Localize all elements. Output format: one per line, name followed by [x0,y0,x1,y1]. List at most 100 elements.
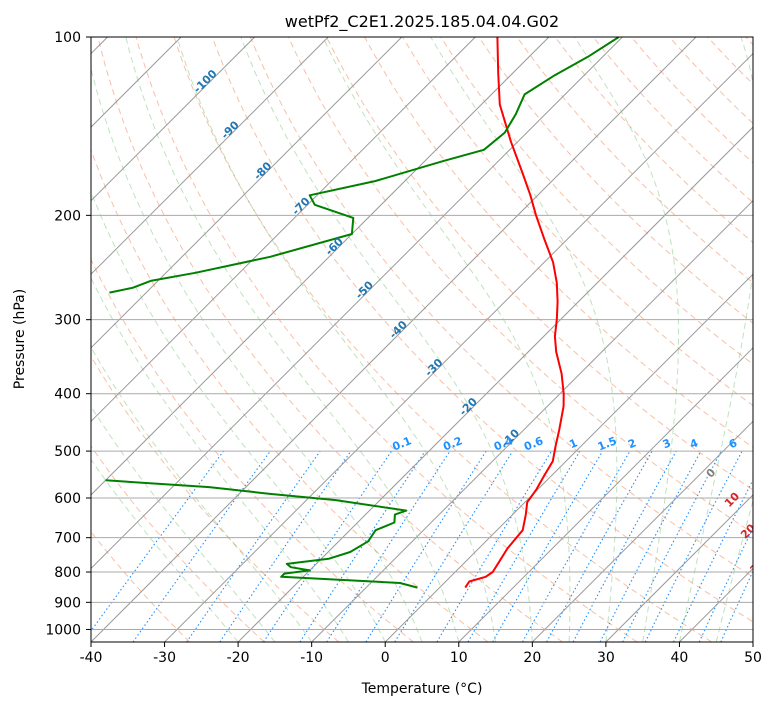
x-tick-label: 0 [381,650,390,666]
moist-adiabat-line [91,346,313,642]
mixing-ratio-line [263,450,392,642]
isotherm-line [91,37,476,423]
mixing-ratio-label: 2 [626,436,638,451]
dry-adiabat-line [630,37,753,164]
moist-adiabat-line [91,276,349,642]
mixing-ratio-lines [91,450,753,642]
dry-adiabat-line [669,37,753,125]
mixing-ratio-line [599,450,702,642]
mixing-ratio-line [436,450,552,642]
y-tick-label: 700 [54,531,81,547]
isotherm-line [91,37,623,570]
plot-frame [90,36,754,643]
moist-adiabat-label: 20 [738,521,758,541]
isotherm-line [91,37,256,202]
mixing-ratio-line [219,450,352,642]
isotherm-label: -90 [219,118,242,141]
dry-adiabat-line [364,37,753,449]
isotherm-label: -40 [387,318,410,341]
y-tick-label: 300 [54,313,81,329]
x-tick-label: 10 [450,650,468,666]
isotherm-line [384,273,753,642]
dry-adiabat-line [326,37,753,491]
x-tick-label: -40 [80,650,103,666]
isotherm-line [91,37,550,496]
moist-adiabat-label: 40 [757,584,775,604]
isobar-gridlines [91,37,753,630]
isotherm-line [237,126,753,642]
moist-adiabat-line [176,37,497,642]
dry-adiabat-line [211,37,753,623]
x-tick-label: -30 [153,650,176,666]
dry-adiabat-line [249,37,753,578]
mixing-ratio-line [132,450,271,642]
moist-adiabat-line [91,190,386,642]
mixing-ratio-label: 3 [661,436,673,451]
y-tick-label: 100 [54,30,81,46]
dry-adiabats [91,37,753,642]
isotherm-line [679,567,753,642]
moist-adiabat-label: 10 [722,490,742,510]
y-tick-label: 800 [54,565,81,581]
dry-adiabat-line [91,148,489,642]
dry-adiabat-line [440,37,753,365]
moist-adiabat-line [752,640,753,642]
plot-area: -100-90-80-70-60-50-40-30-20-100.1 0.2 0.4… [91,37,775,642]
moist-adiabat-line [322,37,571,642]
isotherm-line [531,420,753,642]
moist-adiabat-line [91,405,276,642]
moist-adiabat-line [715,498,753,642]
mixing-ratio-line [299,450,426,642]
y-tick-label: 1000 [45,622,81,638]
dry-adiabat-line [97,37,563,642]
x-tick-label: 30 [597,650,615,666]
isotherm-label: -30 [422,356,445,379]
y-axis-label: Pressure (hPa) [12,289,28,389]
mixing-ratio-line [467,450,581,642]
y-tick-label: 600 [54,491,81,507]
mixing-ratio-label: 4 [688,436,700,451]
y-tick-label: 400 [54,387,81,403]
y-tick-label: 900 [54,595,81,611]
sounding-profiles [105,37,620,589]
moist-adiabat-line [574,37,679,642]
moist-adiabat-line [125,37,460,642]
isotherm-line [458,347,753,642]
mixing-ratio-line [186,450,321,642]
profile-line [109,37,620,294]
moist-adiabat-line [240,37,533,642]
mixing-ratio-line [91,450,224,632]
isotherm-line [91,37,403,349]
mixing-ratio-line [522,450,631,642]
isotherm-line [311,199,753,642]
dry-adiabat-line [91,445,265,642]
isotherm-line [91,37,329,275]
mixing-ratio-label: 6 [727,436,739,451]
mixing-ratio-label: 8 [755,436,767,451]
y-axis-ticks: 100 200 300 400 500 600 700 800 900 1000 [45,30,91,638]
dry-adiabat-line [91,355,340,642]
x-axis-ticks: -40 -30 -20 -10 0 10 20 30 40 50 [80,642,762,666]
isotherm-lines [91,37,753,642]
mixing-ratio-line [394,450,514,642]
isotherm-label: -60 [323,235,346,258]
isotherm-line [91,37,697,642]
x-tick-label: 50 [744,650,762,666]
mixing-ratio-label: 1 [567,436,579,451]
x-tick-label: 20 [523,650,541,666]
dry-adiabat-line [745,37,753,46]
dry-adiabat-line [402,37,753,407]
mixing-ratio-line [546,450,653,642]
mixing-ratio-line [572,450,677,642]
moist-adiabat-line [91,66,423,642]
moist-adiabats [91,37,753,642]
x-tick-label: 40 [671,650,689,666]
dry-adiabat-line [91,258,414,642]
mixing-ratio-line [673,478,753,642]
profile-line [105,479,418,589]
chart-title: wetPf2_C2E1.2025.185.04.04.G02 [285,12,559,32]
moist-adiabat-line [91,458,239,642]
line-labels: -100-90-80-70-60-50-40-30-20-100.1 0.2 0.4… [191,67,775,604]
mixing-ratio-line [644,450,743,642]
isotherm-label: -100 [191,67,220,96]
